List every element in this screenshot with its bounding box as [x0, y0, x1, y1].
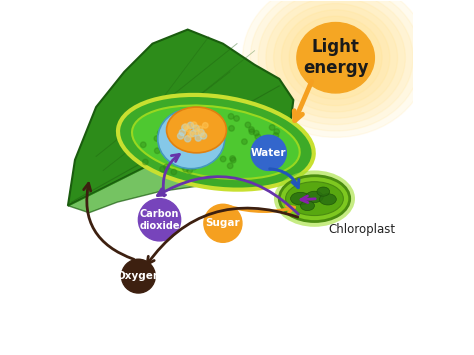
- Circle shape: [274, 129, 280, 134]
- Circle shape: [184, 153, 190, 159]
- Circle shape: [185, 126, 191, 132]
- Circle shape: [176, 136, 181, 141]
- Ellipse shape: [286, 182, 343, 215]
- Circle shape: [201, 133, 207, 139]
- Circle shape: [206, 124, 212, 130]
- Circle shape: [164, 164, 169, 170]
- Circle shape: [230, 156, 236, 161]
- Circle shape: [179, 129, 186, 136]
- Ellipse shape: [306, 191, 323, 202]
- Circle shape: [184, 136, 191, 142]
- Circle shape: [157, 130, 163, 136]
- Polygon shape: [68, 29, 293, 206]
- Text: Light
energy: Light energy: [303, 38, 368, 77]
- Circle shape: [193, 125, 199, 131]
- Circle shape: [260, 151, 266, 156]
- Circle shape: [251, 135, 286, 170]
- Circle shape: [202, 153, 208, 158]
- Circle shape: [184, 142, 190, 148]
- Circle shape: [155, 148, 160, 154]
- Text: Carbon
dioxide: Carbon dioxide: [139, 209, 180, 230]
- Circle shape: [269, 125, 275, 130]
- Ellipse shape: [274, 170, 355, 227]
- Circle shape: [234, 116, 239, 121]
- Circle shape: [182, 124, 188, 131]
- Ellipse shape: [317, 187, 329, 196]
- Circle shape: [187, 122, 194, 129]
- Circle shape: [204, 204, 242, 242]
- Circle shape: [242, 139, 247, 144]
- Circle shape: [264, 140, 270, 146]
- Circle shape: [140, 142, 146, 148]
- Circle shape: [194, 129, 199, 135]
- Circle shape: [199, 127, 205, 133]
- Circle shape: [217, 143, 222, 149]
- Circle shape: [202, 122, 208, 128]
- Circle shape: [160, 166, 165, 172]
- Ellipse shape: [297, 22, 374, 93]
- Text: Water: Water: [251, 148, 286, 158]
- Ellipse shape: [132, 105, 300, 179]
- Circle shape: [154, 136, 160, 141]
- Circle shape: [190, 130, 196, 137]
- Circle shape: [229, 126, 234, 131]
- Circle shape: [181, 163, 186, 169]
- Ellipse shape: [319, 194, 337, 205]
- Text: Oxygen: Oxygen: [116, 271, 161, 281]
- Circle shape: [255, 158, 261, 163]
- Circle shape: [195, 135, 201, 141]
- Circle shape: [198, 129, 204, 136]
- Ellipse shape: [266, 0, 405, 118]
- Circle shape: [191, 164, 197, 170]
- Circle shape: [188, 132, 193, 137]
- Circle shape: [273, 133, 279, 138]
- Circle shape: [179, 142, 185, 147]
- Ellipse shape: [243, 0, 428, 137]
- Ellipse shape: [279, 176, 350, 222]
- Circle shape: [184, 143, 190, 149]
- Circle shape: [183, 124, 189, 129]
- Circle shape: [193, 117, 199, 122]
- Circle shape: [197, 126, 203, 132]
- Circle shape: [138, 199, 181, 241]
- Circle shape: [255, 151, 261, 156]
- Circle shape: [255, 134, 261, 140]
- Ellipse shape: [166, 107, 227, 153]
- Circle shape: [230, 157, 236, 163]
- Ellipse shape: [291, 192, 310, 205]
- Circle shape: [264, 148, 270, 154]
- Ellipse shape: [282, 10, 390, 106]
- Circle shape: [254, 130, 259, 136]
- Circle shape: [181, 152, 186, 157]
- Circle shape: [171, 169, 177, 175]
- Polygon shape: [68, 128, 290, 213]
- Circle shape: [166, 145, 172, 151]
- Circle shape: [245, 122, 251, 128]
- Circle shape: [191, 122, 197, 127]
- Ellipse shape: [250, 0, 421, 131]
- Text: Chloroplast: Chloroplast: [328, 223, 396, 236]
- Text: Sugar: Sugar: [206, 218, 240, 228]
- Circle shape: [196, 155, 201, 160]
- Ellipse shape: [118, 95, 314, 190]
- Circle shape: [200, 132, 205, 137]
- Circle shape: [121, 259, 155, 293]
- Circle shape: [143, 159, 148, 165]
- Circle shape: [276, 145, 282, 151]
- Ellipse shape: [301, 201, 314, 211]
- Circle shape: [183, 166, 188, 172]
- Circle shape: [182, 142, 188, 148]
- Ellipse shape: [258, 0, 413, 125]
- Circle shape: [249, 129, 255, 135]
- Circle shape: [228, 114, 234, 119]
- Circle shape: [187, 168, 192, 173]
- Circle shape: [228, 163, 233, 169]
- Circle shape: [249, 127, 254, 132]
- Circle shape: [220, 156, 226, 162]
- Circle shape: [177, 133, 184, 139]
- Ellipse shape: [289, 16, 382, 99]
- Ellipse shape: [273, 4, 398, 112]
- Ellipse shape: [158, 109, 225, 169]
